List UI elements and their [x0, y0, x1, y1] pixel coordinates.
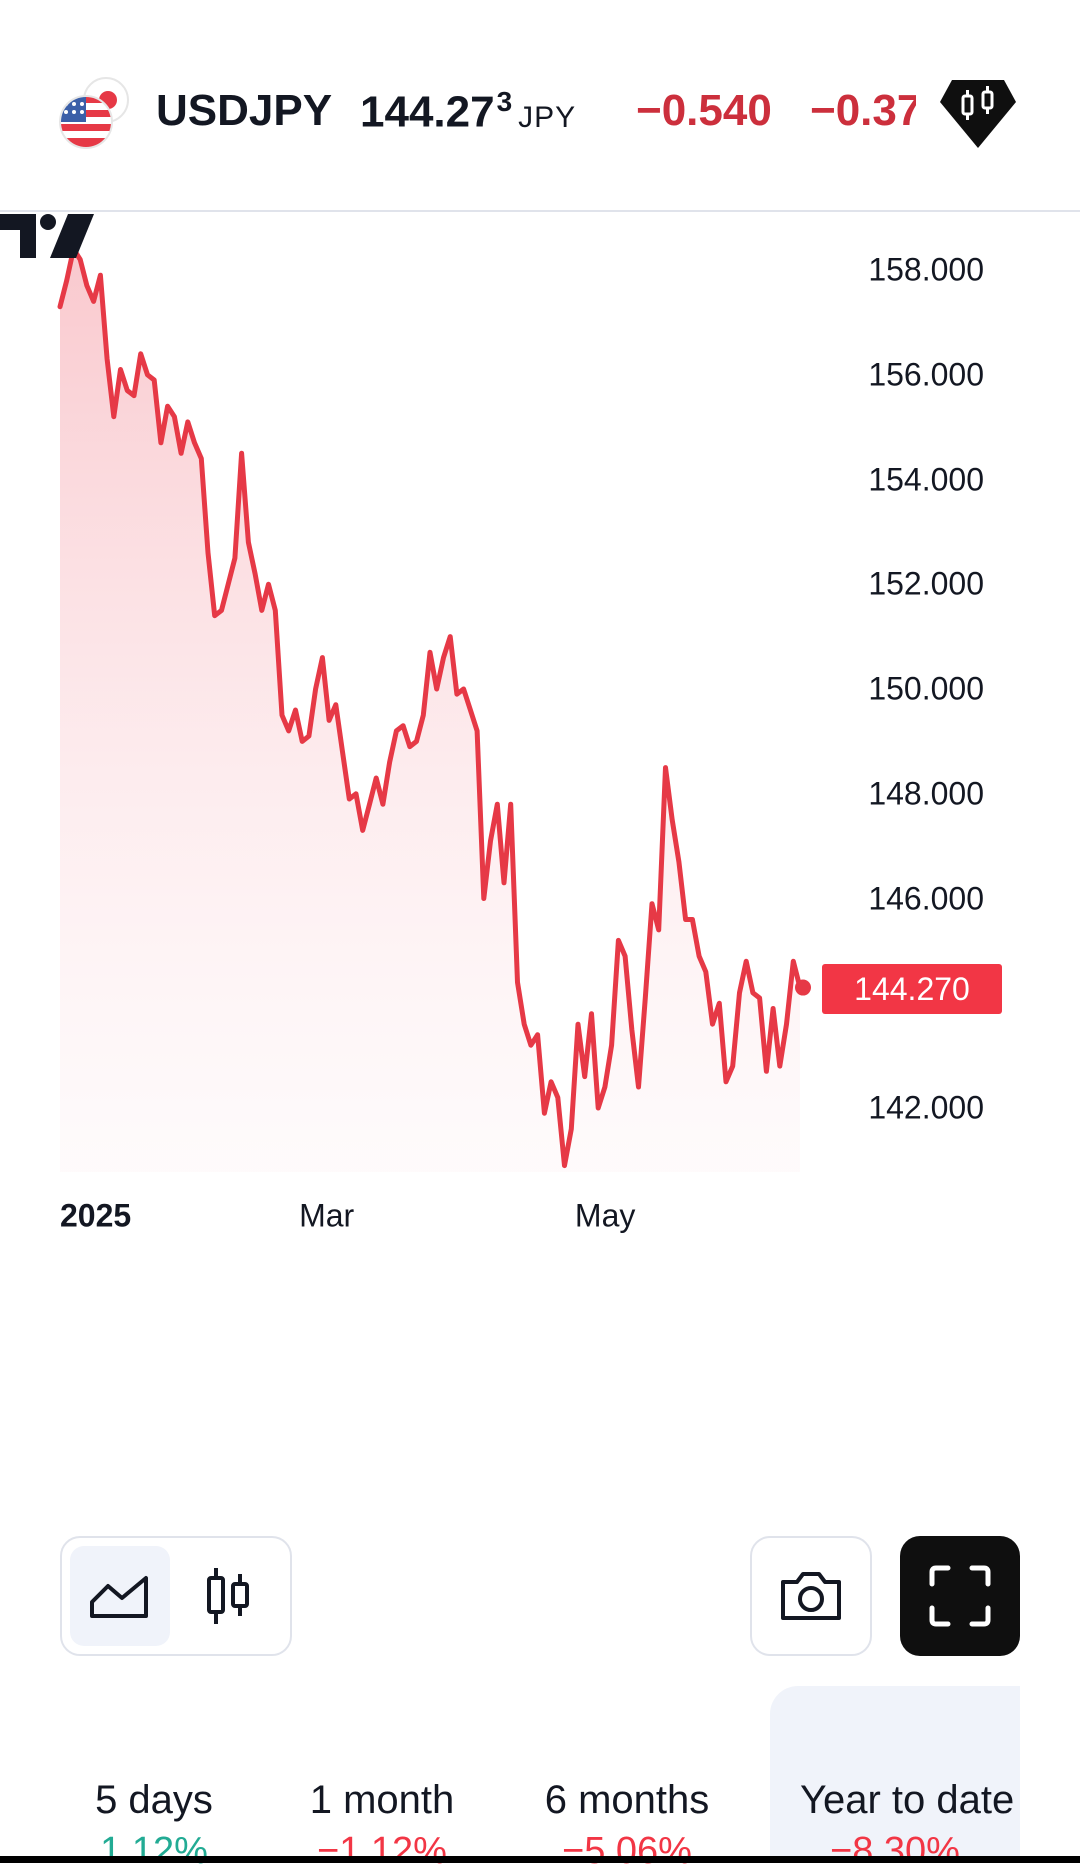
area-chart-icon	[90, 1576, 148, 1618]
price-chart-svg	[57, 246, 811, 1172]
price-change-percent: −0.37%	[810, 86, 916, 135]
fullscreen-button[interactable]	[900, 1536, 1020, 1656]
y-axis-label: 152.000	[868, 565, 984, 602]
x-axis-label: Mar	[299, 1197, 355, 1234]
currency-pair-flags-icon	[59, 77, 129, 149]
candlestick-chart-button[interactable]	[178, 1546, 278, 1646]
period-change: −1.12%	[317, 1830, 447, 1872]
y-axis-label: 154.000	[868, 461, 984, 497]
fullscreen-icon	[929, 1565, 991, 1627]
chart-type-switcher	[60, 1536, 292, 1656]
system-bottom-bar	[0, 1856, 1080, 1863]
price-main: 144.27	[360, 87, 495, 137]
y-axis-label: 148.000	[868, 775, 984, 812]
period-label: 1 month	[309, 1778, 455, 1822]
last-price: 144.273 JPY	[360, 86, 576, 138]
price-change: −0.540	[636, 86, 772, 135]
y-axis-label: 158.000	[868, 251, 984, 288]
y-axis-label: 142.000	[868, 1089, 984, 1126]
period-change: −5.06%	[562, 1830, 692, 1872]
y-axis-label: 150.000	[868, 670, 984, 707]
x-axis-label: 2025	[60, 1197, 132, 1234]
period-tabs: 5 days 1.12% 1 month −1.12% 6 months −5.…	[0, 1686, 1080, 1872]
period-label: 5 days	[95, 1778, 213, 1822]
camera-icon	[781, 1572, 841, 1620]
tradingview-logo	[0, 214, 94, 258]
candlestick-icon	[207, 1568, 249, 1624]
candlestick-badge-icon[interactable]	[938, 78, 1018, 150]
period-tab-6-months[interactable]: 6 months −5.06%	[520, 1700, 734, 1872]
period-tab-1-month[interactable]: 1 month −1.12%	[282, 1700, 482, 1872]
price-superscript: 3	[496, 86, 513, 117]
y-axis-label: 146.000	[868, 880, 984, 916]
area-chart-button[interactable]	[70, 1546, 170, 1646]
price-line	[57, 246, 803, 1169]
x-axis-label: May	[574, 1197, 636, 1234]
y-axis-label: 156.000	[868, 356, 984, 393]
period-label: Year to date	[800, 1778, 1015, 1822]
snapshot-button[interactable]	[750, 1536, 872, 1656]
period-tab-year-to-date[interactable]: Year to date −8.30%	[770, 1686, 1020, 1863]
period-label: 6 months	[544, 1778, 710, 1822]
symbol-name: USDJPY	[156, 86, 333, 135]
price-area-fill	[60, 249, 800, 1172]
last-price-dot	[795, 979, 811, 996]
last-price-tag: 144.270	[822, 964, 1002, 1015]
price-chart[interactable]: 158.000 156.000 154.000 152.000 150.000 148.0…	[0, 212, 1080, 1492]
price-currency: JPY	[518, 100, 577, 134]
period-change: 1.12%	[100, 1830, 208, 1872]
period-tab-5-days[interactable]: 5 days 1.12%	[60, 1700, 248, 1872]
